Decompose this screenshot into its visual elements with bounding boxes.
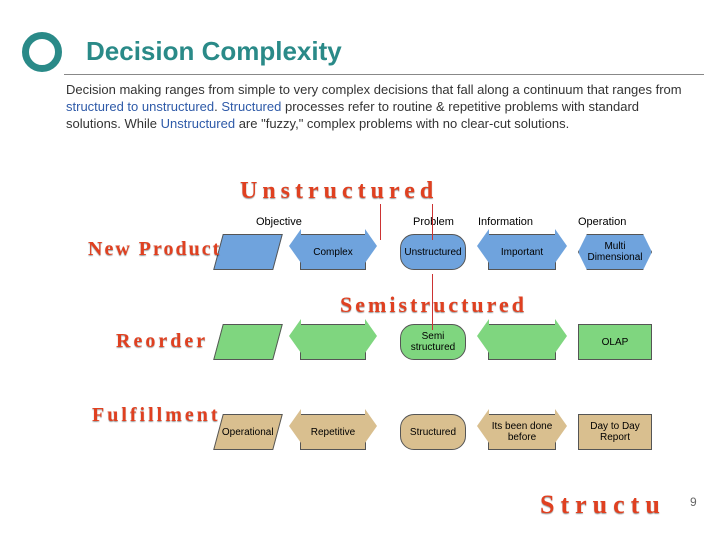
hand-structured: Structu xyxy=(540,490,666,520)
hand-reorder: Reorder xyxy=(116,330,208,353)
column-header-objective: Objective xyxy=(256,216,302,228)
cell-r2-arrow-r xyxy=(488,324,556,360)
connector-line xyxy=(380,204,381,240)
kw-structured-unstructured: structured to unstructured xyxy=(66,99,214,114)
cell-r3-donebefore: Its been done before xyxy=(488,414,556,450)
cell-r1-complex: Complex xyxy=(300,234,366,270)
cell-r3-structured: Structured xyxy=(400,414,466,450)
column-header-operation: Operation xyxy=(578,216,626,228)
cell-r2-arrow xyxy=(300,324,366,360)
hand-fulfillment: Fulfillment xyxy=(92,404,221,427)
title-underline xyxy=(64,74,704,75)
title-bullet xyxy=(22,32,62,72)
cell-r2-olap: OLAP xyxy=(578,324,652,360)
hand-semistructured: Semistructured xyxy=(340,292,527,318)
body-seg4: are "fuzzy," complex problems with no cl… xyxy=(235,116,569,131)
kw-unstructured: Unstructured xyxy=(161,116,235,131)
hand-unstructured: Unstructured xyxy=(240,178,438,205)
cell-r3-repetitive: Repetitive xyxy=(300,414,366,450)
column-header-problem: Problem xyxy=(413,216,454,228)
cell-r2-semi: Semi structured xyxy=(400,324,466,360)
body-seg1: Decision making ranges from simple to ve… xyxy=(66,82,682,97)
cell-r3-operational: Operational xyxy=(213,414,283,450)
connector-line xyxy=(432,204,433,240)
page-number: 9 xyxy=(690,495,697,509)
hand-new-product: New Product xyxy=(88,238,221,261)
kw-structured: Structured xyxy=(221,99,281,114)
cell-r2-objective xyxy=(213,324,283,360)
cell-r1-objective xyxy=(213,234,283,270)
cell-r3-daytoday: Day to Day Report xyxy=(578,414,652,450)
connector-line xyxy=(432,274,433,330)
cell-r1-multidim: Multi Dimensional xyxy=(578,234,652,270)
cell-r1-unstructured: Unstructured xyxy=(400,234,466,270)
page-title: Decision Complexity xyxy=(86,36,342,67)
cell-r1-important: Important xyxy=(488,234,556,270)
column-header-information: Information xyxy=(478,216,533,228)
body-paragraph: Decision making ranges from simple to ve… xyxy=(66,82,686,133)
